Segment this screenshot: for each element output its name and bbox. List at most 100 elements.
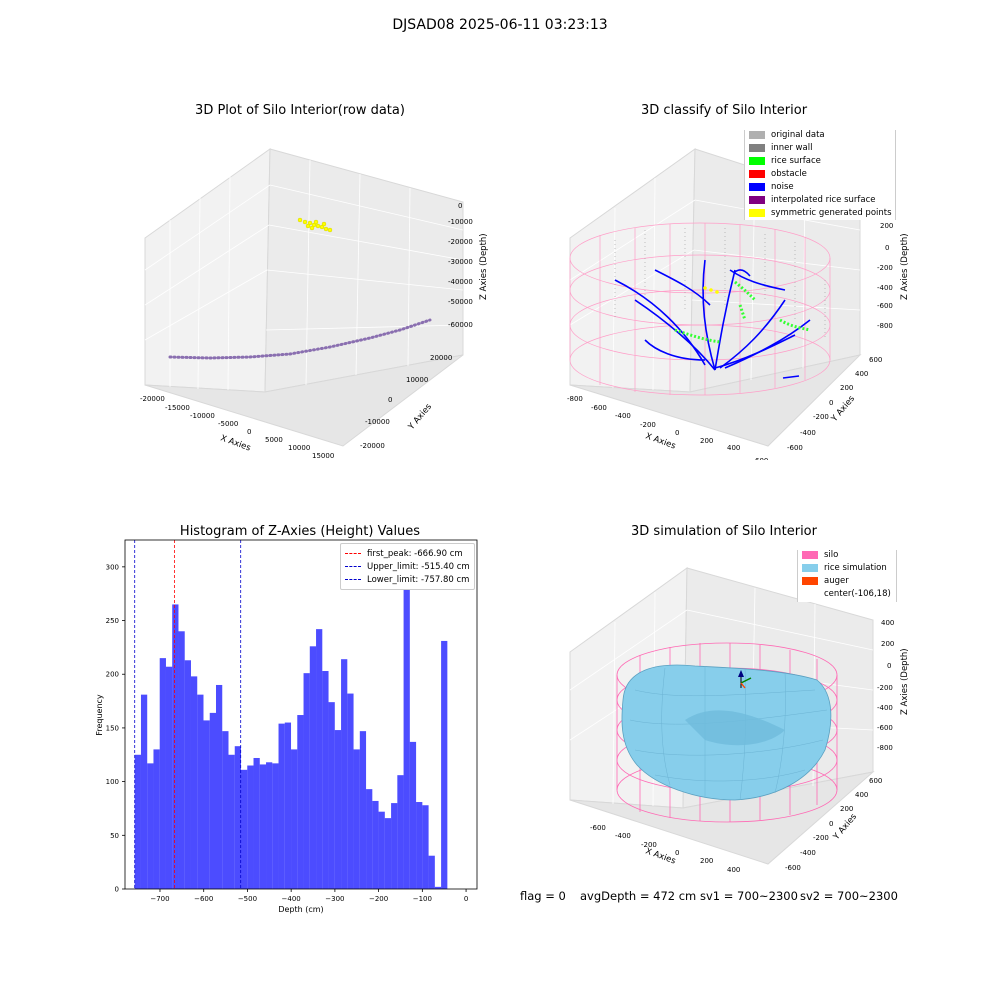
svg-text:-800: -800	[877, 744, 893, 752]
histogram-bar	[359, 731, 367, 889]
histogram-bar	[334, 730, 342, 889]
simulation-x-ticks: -600 -400 -200 0 200 400	[590, 824, 740, 874]
histogram-bar	[391, 803, 398, 889]
x-tick-label: −100	[413, 895, 432, 903]
pane-floor	[144, 354, 464, 447]
svg-text:-200: -200	[640, 421, 656, 429]
svg-text:-200: -200	[877, 264, 893, 272]
histogram-bar	[278, 723, 285, 889]
x-tick-label: −700	[150, 895, 169, 903]
classify-symmetric-points	[703, 286, 719, 294]
svg-text:-400: -400	[800, 429, 816, 437]
legend-item-rice-surface: rice surface	[749, 154, 891, 167]
histogram-bar	[378, 811, 385, 889]
svg-text:-600: -600	[785, 864, 801, 872]
histogram-bar	[353, 749, 360, 889]
histogram-bar	[272, 763, 279, 889]
svg-text:-5000: -5000	[218, 420, 238, 428]
histogram-bar	[284, 722, 292, 889]
simulation-y-ticks: 600 400 200 0 -200 -400 -600	[785, 777, 882, 872]
simulation-plot-title: 3D simulation of Silo Interior	[631, 524, 817, 539]
svg-text:0: 0	[675, 429, 679, 437]
svg-text:-800: -800	[877, 322, 893, 330]
svg-text:-600: -600	[877, 724, 893, 732]
simulation-z-ticks: 400 200 0 -200 -400 -600 -800	[877, 619, 894, 752]
svg-text:-400: -400	[800, 849, 816, 857]
histogram-x-label: Depth (cm)	[278, 905, 323, 914]
histogram-y-ticks: 0 50 100 150 200 250 300	[106, 563, 125, 894]
status-avg-depth: avgDepth = 472 cm	[580, 889, 697, 903]
histogram-bar	[266, 762, 273, 889]
histogram-bar	[409, 741, 417, 889]
histogram-bar	[366, 789, 373, 889]
svg-text:400: 400	[881, 619, 894, 627]
histogram-bar	[403, 577, 410, 889]
svg-text:20000: 20000	[430, 354, 452, 362]
classify-y-ticks: 600 400 200 0 -200 -400 -600	[787, 356, 882, 452]
raw-3d-plot: -20000 -15000 -10000 -5000 0 5000 10000 …	[140, 148, 489, 460]
histogram-bar	[441, 640, 448, 889]
svg-text:-50000: -50000	[448, 298, 473, 306]
y-tick-label: 150	[106, 724, 119, 732]
svg-text:-15000: -15000	[165, 404, 190, 412]
svg-text:600: 600	[755, 457, 768, 460]
svg-text:200: 200	[840, 805, 853, 813]
svg-text:400: 400	[855, 370, 868, 378]
classify-noise	[614, 259, 811, 379]
svg-text:0: 0	[247, 428, 251, 436]
svg-text:-600: -600	[590, 824, 606, 832]
figure-title: DJSAD08 2025-06-11 03:23:13	[392, 17, 608, 33]
y-tick-label: 250	[106, 617, 119, 625]
svg-text:-200: -200	[641, 841, 657, 849]
pane-floor	[569, 771, 875, 865]
svg-text:400: 400	[727, 444, 740, 452]
simulation-y-label: Y Axies	[831, 812, 859, 843]
histogram-bar	[316, 629, 323, 889]
y-tick-label: 100	[106, 778, 119, 786]
histogram-bar	[228, 754, 235, 889]
histogram-bar	[297, 715, 304, 889]
raw-z-label: Z Axies (Depth)	[479, 233, 489, 300]
svg-text:400: 400	[855, 791, 868, 799]
svg-text:10000: 10000	[288, 444, 310, 452]
svg-text:-400: -400	[615, 412, 631, 420]
histogram-bar	[384, 818, 392, 889]
raw-grid	[144, 159, 464, 391]
svg-text:-400: -400	[615, 832, 631, 840]
svg-text:-400: -400	[877, 284, 893, 292]
svg-text:0: 0	[829, 399, 833, 407]
legend-item-obstacle: obstacle	[749, 167, 891, 180]
y-tick-label: 200	[106, 671, 119, 679]
x-tick-label: −400	[282, 895, 301, 903]
svg-text:200: 200	[700, 437, 713, 445]
legend-item-original-data: original data	[749, 130, 891, 141]
classify-silo-wireframe	[569, 222, 831, 396]
histogram-bar	[178, 631, 185, 889]
legend-item-inner-wall: inner wall	[749, 141, 891, 154]
svg-text:-400: -400	[877, 704, 893, 712]
histogram-bar	[422, 805, 429, 889]
svg-text:-10000: -10000	[365, 418, 390, 426]
raw-x-ticks: -20000 -15000 -10000 -5000 0 5000 10000 …	[140, 395, 334, 460]
histogram-bar	[434, 886, 442, 889]
histogram-bar	[372, 800, 379, 889]
x-tick-label: −300	[325, 895, 344, 903]
status-sv2: sv2 = 700~2300	[800, 889, 898, 903]
histogram-bar	[291, 749, 298, 889]
svg-text:-600: -600	[591, 404, 607, 412]
histogram-bar	[303, 673, 310, 889]
histogram-bars	[134, 577, 448, 889]
histogram-x-ticks: −700 −600 −500 −400 −300 −200 −100 0	[150, 889, 468, 903]
simulation-legend: silo rice simulation auger center(-106,1…	[797, 550, 897, 602]
svg-text:0: 0	[887, 662, 891, 670]
svg-text:200: 200	[840, 384, 853, 392]
svg-text:0: 0	[388, 396, 392, 404]
status-flag: flag = 0	[520, 889, 566, 903]
legend-item-symmetric-generated-points: symmetric generated points	[749, 206, 892, 219]
pane-back-left	[569, 148, 696, 393]
histogram-bar	[222, 731, 229, 889]
histogram-bar	[328, 702, 335, 889]
histogram-bar	[234, 746, 242, 889]
status-sv1: sv1 = 700~2300	[700, 889, 798, 903]
svg-text:5000: 5000	[265, 436, 283, 444]
